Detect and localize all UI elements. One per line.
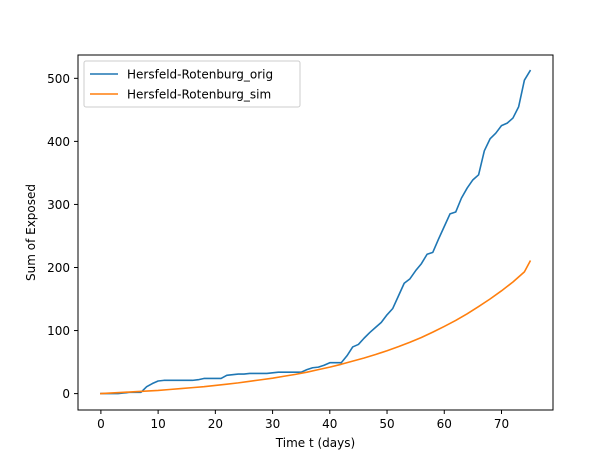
x-axis-label: Time t (days) [275, 436, 355, 450]
x-tick-label: 0 [97, 417, 105, 431]
plot-area [77, 54, 554, 411]
legend-box [83, 60, 301, 108]
y-axis: 0 100 200 300 400 500 [47, 72, 78, 401]
x-tick-label: 40 [322, 417, 337, 431]
legend-items: Hersfeld-Rotenburg_orig Hersfeld-Rotenbur… [90, 68, 273, 102]
x-tick-label: 30 [265, 417, 280, 431]
plot-frame [77, 54, 554, 411]
y-tick-label: 100 [47, 324, 70, 338]
legend-label-orig: Hersfeld-Rotenburg_orig [127, 68, 273, 82]
plot-background [78, 55, 553, 410]
x-tick-label: 70 [494, 417, 509, 431]
x-tick-label: 60 [437, 417, 452, 431]
y-tick-label: 500 [47, 72, 70, 86]
legend-label-sim: Hersfeld-Rotenburg_sim [127, 88, 271, 102]
series-line-sim [100, 260, 532, 395]
x-tick-label: 20 [208, 417, 223, 431]
y-tick-label: 300 [47, 198, 70, 212]
y-tick-label: 400 [47, 135, 70, 149]
legend: Hersfeld-Rotenburg_orig Hersfeld-Rotenbur… [83, 60, 301, 108]
x-tick-label: 50 [379, 417, 394, 431]
x-axis: 0 10 20 30 40 50 60 70 [97, 410, 509, 431]
x-tick-label: 10 [150, 417, 165, 431]
series-layer [100, 69, 532, 395]
y-tick-label: 0 [62, 387, 70, 401]
series-line-orig [100, 69, 532, 395]
y-tick-label: 200 [47, 261, 70, 275]
y-axis-label: Sum of Exposed [24, 184, 38, 281]
